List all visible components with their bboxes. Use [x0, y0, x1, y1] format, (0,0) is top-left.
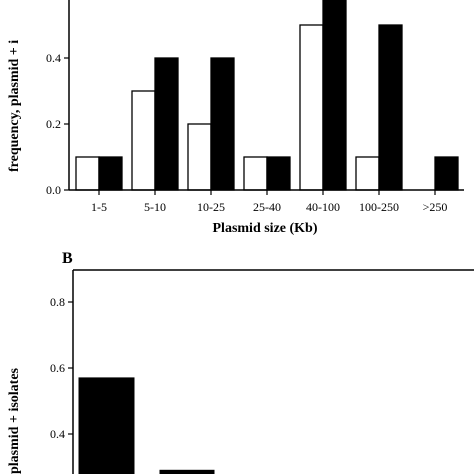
panel-a-y-axis-title: frequency, plasmid + i: [7, 40, 22, 172]
panel-a-x-tick-label: 100-250: [359, 200, 399, 214]
panel-a-x-tick-label: >250: [423, 200, 448, 214]
panel-a-bar-white-0: [75, 156, 100, 191]
panel-b-bar-0: [78, 377, 135, 474]
panel-a-bar-white-2: [187, 123, 212, 191]
panel-a-bar-black-4: [322, 0, 347, 191]
panel-b-y-tick-label: 0.4: [50, 427, 65, 441]
panel-a-y-tick-label: 0.4: [46, 51, 61, 65]
panel-a-x-axis-title: Plasmid size (Kb): [213, 221, 318, 236]
panel-a-bar-black-2: [210, 57, 235, 191]
panel-a-bars: [75, 0, 459, 191]
panel-a-x-tick-label: 40-100: [306, 200, 340, 214]
panel-a-x-tick-label: 1-5: [91, 200, 107, 214]
panel-a-bar-black-3: [266, 156, 291, 191]
panel-a-y-ticks: 0.0 0.2 0.4: [46, 51, 69, 197]
panel-a-x-tick-label: 25-40: [253, 200, 281, 214]
panel-b-y-tick-label: 0.6: [50, 361, 65, 375]
panel-a-bar-white-3: [243, 156, 268, 191]
panel-a-bar-black-0: [98, 156, 123, 191]
panel-a-bar-black-1: [154, 57, 179, 191]
panel-a-bar-white-4: [299, 24, 324, 191]
panel-a-y-tick-label: 0.2: [46, 117, 61, 131]
panel-a-bar-white-5: [355, 156, 380, 191]
panel-a-x-tick-label: 10-25: [197, 200, 225, 214]
panel-a-x-ticks: 1-5 5-10 10-25 25-40 40-100 100-250 >250: [91, 190, 447, 214]
panel-a-y-tick-label: 0.0: [46, 183, 61, 197]
panel-a-bar-black-6: [434, 156, 459, 191]
panel-a-x-tick-label: 5-10: [144, 200, 166, 214]
panel-a-bar-white-1: [131, 90, 156, 191]
panel-a: 0.0 0.2 0.4 1-5 5-10 10-25 25-40 40-100 100-250…: [7, 0, 464, 236]
panel-b-letter: B: [62, 250, 73, 267]
panel-b-bars: [78, 377, 215, 474]
panel-b-y-tick-label: 0.8: [50, 295, 65, 309]
panel-b: B 0.4 0.6 0.8 plasmid + isolates: [7, 250, 474, 474]
panel-b-bar-1: [159, 469, 215, 474]
panel-a-bar-black-5: [378, 24, 403, 191]
panel-b-y-ticks: 0.4 0.6 0.8: [50, 295, 73, 441]
panel-b-y-axis-title: plasmid + isolates: [7, 367, 22, 474]
